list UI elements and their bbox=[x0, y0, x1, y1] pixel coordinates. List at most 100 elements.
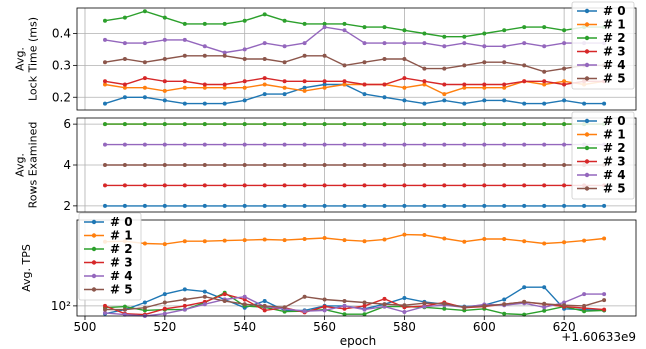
data-point bbox=[482, 31, 487, 36]
data-point bbox=[302, 142, 307, 147]
series-line-1 bbox=[104, 233, 605, 245]
data-point bbox=[522, 203, 527, 208]
data-point bbox=[602, 236, 607, 241]
legend-swatch-marker bbox=[584, 8, 590, 14]
legend-swatch-marker bbox=[91, 233, 97, 238]
x-tick-label: 620 bbox=[553, 320, 576, 334]
data-point bbox=[103, 310, 107, 315]
data-point bbox=[162, 98, 167, 103]
series-line-4 bbox=[104, 26, 605, 54]
data-point bbox=[382, 203, 387, 208]
data-point bbox=[122, 183, 127, 188]
data-point bbox=[142, 300, 147, 305]
data-point bbox=[182, 307, 187, 312]
data-point bbox=[162, 15, 167, 20]
data-point bbox=[122, 41, 127, 46]
data-point bbox=[542, 101, 547, 106]
data-point bbox=[362, 25, 367, 30]
data-point bbox=[502, 82, 507, 87]
data-point bbox=[522, 163, 527, 167]
x-axis-offset-label: +1.60633e9 bbox=[561, 330, 636, 344]
data-point bbox=[162, 163, 167, 167]
data-point bbox=[322, 25, 327, 30]
data-point bbox=[302, 309, 307, 314]
data-point bbox=[202, 142, 207, 147]
data-point bbox=[242, 57, 247, 61]
data-point bbox=[242, 85, 247, 90]
data-point bbox=[502, 311, 507, 316]
data-point bbox=[602, 292, 607, 297]
data-point bbox=[122, 163, 127, 167]
data-point bbox=[562, 79, 567, 84]
legend-swatch-marker bbox=[91, 219, 97, 225]
data-point bbox=[402, 296, 407, 300]
data-point bbox=[103, 142, 107, 147]
y-tick-label: 0.3 bbox=[52, 58, 71, 72]
data-point bbox=[502, 183, 507, 188]
data-point bbox=[302, 79, 307, 84]
data-point bbox=[442, 44, 447, 49]
data-point bbox=[103, 307, 107, 312]
data-point bbox=[442, 301, 447, 306]
data-point bbox=[502, 142, 507, 147]
legend-label: # 3 bbox=[603, 45, 626, 59]
data-point bbox=[522, 79, 527, 84]
data-point bbox=[342, 28, 347, 33]
data-point bbox=[502, 203, 507, 208]
legend-label: # 5 bbox=[603, 72, 626, 86]
data-point bbox=[562, 41, 567, 46]
data-point bbox=[162, 142, 167, 147]
data-point bbox=[162, 183, 167, 188]
data-point bbox=[302, 85, 307, 90]
legend-label: # 1 bbox=[603, 128, 626, 142]
data-point bbox=[362, 92, 367, 97]
data-point bbox=[502, 122, 507, 127]
data-point bbox=[262, 299, 267, 303]
data-point bbox=[422, 41, 427, 46]
data-point bbox=[542, 301, 547, 306]
legend-label: # 3 bbox=[110, 256, 133, 270]
legend-label: # 5 bbox=[603, 182, 626, 196]
data-point bbox=[262, 57, 267, 61]
data-point bbox=[522, 183, 527, 188]
data-point bbox=[182, 203, 187, 208]
data-point bbox=[202, 101, 207, 106]
legend: # 0# 1# 2# 3# 4# 5 bbox=[571, 1, 635, 90]
data-point bbox=[202, 203, 207, 208]
data-point bbox=[262, 82, 267, 87]
data-point bbox=[302, 122, 307, 127]
data-point bbox=[442, 34, 447, 39]
legend-swatch-marker bbox=[584, 132, 590, 137]
data-point bbox=[162, 57, 167, 61]
data-point bbox=[222, 142, 227, 147]
data-point bbox=[482, 237, 487, 241]
data-point bbox=[222, 85, 227, 90]
data-point bbox=[103, 37, 107, 42]
data-point bbox=[422, 31, 427, 36]
legend-swatch-marker bbox=[91, 246, 97, 252]
data-point bbox=[202, 44, 207, 49]
data-point bbox=[462, 142, 467, 147]
data-point bbox=[422, 79, 427, 84]
data-point bbox=[202, 183, 207, 188]
data-point bbox=[122, 95, 127, 100]
data-point bbox=[542, 142, 547, 147]
data-point bbox=[462, 163, 467, 167]
data-point bbox=[502, 163, 507, 167]
data-point bbox=[282, 305, 287, 310]
data-point bbox=[582, 101, 587, 106]
data-point bbox=[342, 306, 347, 311]
data-point bbox=[522, 63, 527, 68]
data-point bbox=[402, 232, 407, 237]
legend-label: # 4 bbox=[603, 168, 626, 182]
data-point bbox=[362, 303, 367, 308]
data-point bbox=[382, 95, 387, 100]
data-point bbox=[182, 79, 187, 84]
data-point bbox=[462, 85, 467, 90]
data-point bbox=[542, 241, 547, 246]
legend-label: # 3 bbox=[603, 155, 626, 169]
panel-1: 2 4 6 Avg.Rows Examined # 0# 1# 2# 3# 4# 5 bbox=[14, 111, 637, 213]
data-point bbox=[342, 122, 347, 127]
data-point bbox=[162, 122, 167, 127]
